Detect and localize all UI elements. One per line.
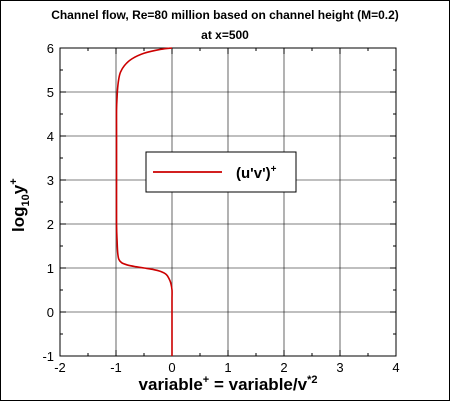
legend-label-base: (u'v') [236,165,271,182]
y-tick-label: 1 [47,261,54,276]
y-tick-labels: -1 0 1 2 3 4 5 6 [42,41,54,364]
legend: (u'v')+ [145,151,297,193]
y-axis-label: log10y+ [8,178,32,232]
x-axis-label-sup2: *2 [307,374,317,386]
y-axis-label-sup: + [8,178,20,184]
chart-subtitle: at x=500 [201,28,249,42]
x-tick-label: 1 [224,360,231,375]
x-axis-label-sup1: + [203,374,209,386]
y-tick-label: 0 [47,305,54,320]
y-tick-label: 2 [47,217,54,232]
legend-label: (u'v')+ [236,164,277,182]
series-line-uv [115,47,173,357]
y-axis-label-sub: 10 [20,194,32,206]
y-tick-label: -1 [42,349,54,364]
chart-title: Channel flow, Re=80 million based on cha… [51,8,399,22]
x-tick-label: 2 [280,360,287,375]
y-tick-label: 4 [47,129,54,144]
x-tick-label: -1 [110,360,122,375]
y-tick-label: 5 [47,85,54,100]
y-tick-label: 6 [47,41,54,56]
x-axis-label: variable+ = variable/v*2 [139,374,318,394]
legend-label-sup: + [271,164,277,175]
x-tick-label: 4 [392,360,399,375]
x-tick-label: 0 [168,360,175,375]
y-axis-label-pre: log [9,207,28,233]
grid [59,47,397,357]
y-axis-label-mid: y [9,184,28,194]
x-axis-label-mid: = variable/v [209,375,307,394]
x-axis-label-base: variable [139,375,203,394]
y-tick-label: 3 [47,173,54,188]
x-tick-label: 3 [336,360,343,375]
x-tick-label: -2 [54,360,66,375]
x-tick-labels: -2 -1 0 1 2 3 4 [54,360,399,375]
